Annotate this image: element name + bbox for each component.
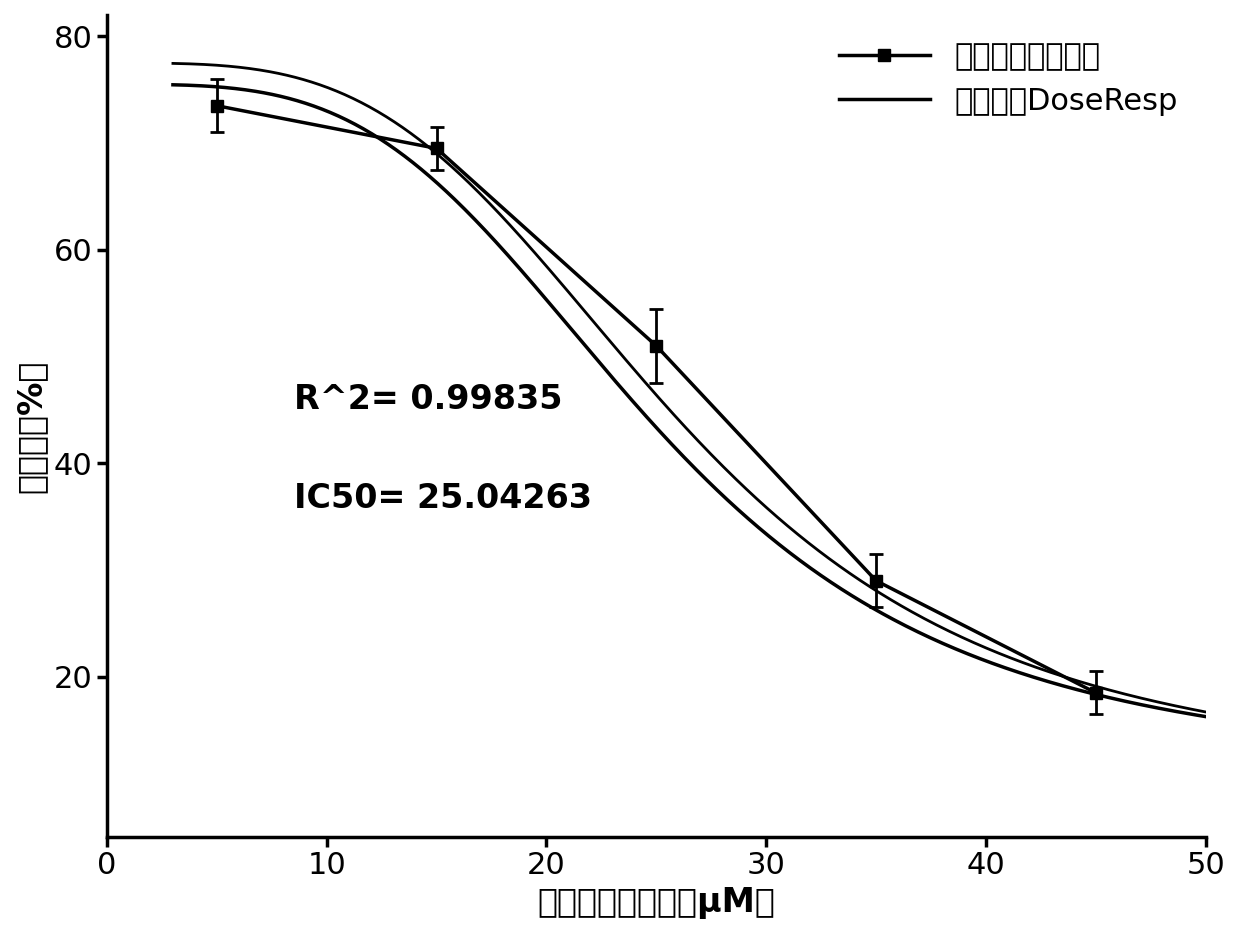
Legend: 野黄芩素的抑制率, 抑制率的DoseResp: 野黄芩素的抑制率, 抑制率的DoseResp [826,30,1190,128]
Text: IC50= 25.04263: IC50= 25.04263 [294,482,591,516]
Y-axis label: 抑制率（%）: 抑制率（%） [15,360,48,492]
X-axis label: 野黄芩素的浓度（μM）: 野黄芩素的浓度（μM） [537,886,775,919]
Text: R^2= 0.99835: R^2= 0.99835 [294,384,562,417]
